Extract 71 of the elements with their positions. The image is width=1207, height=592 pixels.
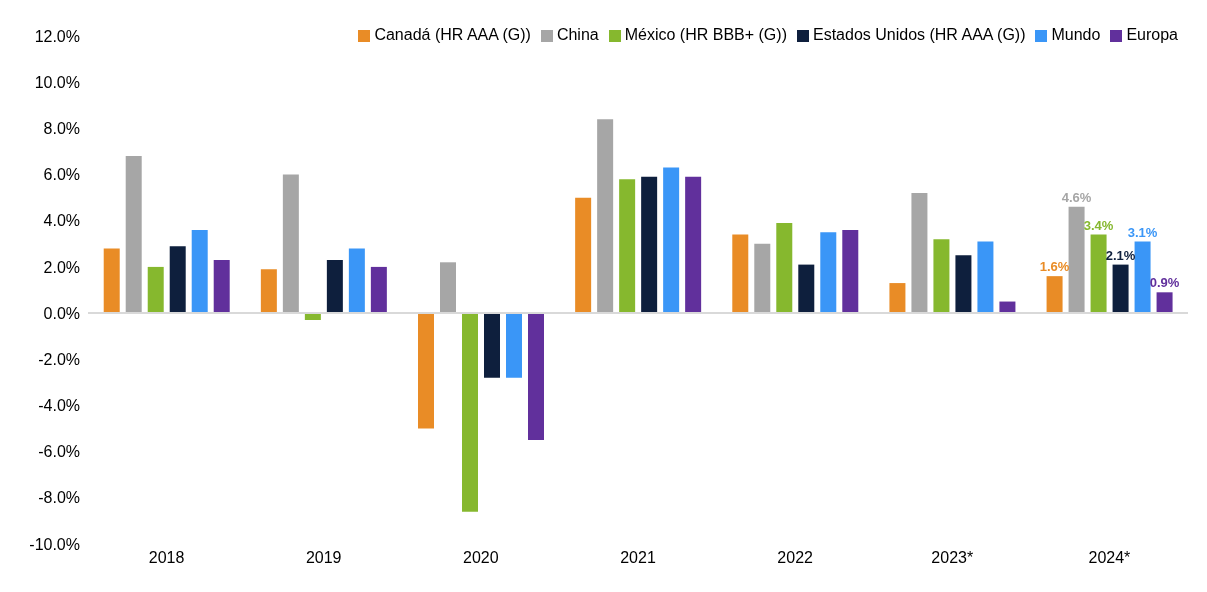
bar bbox=[1134, 241, 1151, 314]
legend-label: Mundo bbox=[1051, 26, 1101, 43]
y-tick-label: 10.0% bbox=[34, 73, 80, 91]
y-tick-label: 0.0% bbox=[43, 304, 80, 322]
bar bbox=[1068, 206, 1085, 314]
bar bbox=[977, 241, 994, 314]
bar bbox=[191, 229, 208, 314]
data-label: 0.9% bbox=[1149, 275, 1180, 291]
bar bbox=[955, 255, 972, 314]
bar bbox=[933, 239, 950, 314]
bar bbox=[213, 259, 230, 314]
y-tick-label: -2.0% bbox=[38, 350, 80, 368]
legend-label: Europa bbox=[1126, 26, 1178, 43]
bar bbox=[528, 313, 544, 441]
bar bbox=[169, 246, 186, 314]
bar bbox=[663, 167, 680, 314]
bar bbox=[506, 313, 522, 378]
data-label: 3.1% bbox=[1127, 224, 1158, 240]
bar bbox=[776, 223, 793, 314]
x-tick-label: 2023* bbox=[931, 549, 974, 567]
y-tick-label: 8.0% bbox=[43, 120, 80, 138]
bar bbox=[685, 176, 702, 314]
bar bbox=[418, 313, 434, 429]
bar bbox=[260, 269, 277, 314]
legend-label: México (HR BBB+ (G)) bbox=[624, 26, 787, 43]
data-label: 1.6% bbox=[1039, 259, 1070, 275]
bar bbox=[575, 197, 592, 314]
legend-label: Estados Unidos (HR AAA (G)) bbox=[812, 26, 1026, 43]
bar bbox=[732, 234, 749, 314]
y-tick-label: -6.0% bbox=[38, 443, 80, 461]
bar bbox=[641, 176, 658, 314]
bar bbox=[820, 232, 837, 314]
bar bbox=[842, 229, 859, 314]
bar bbox=[1112, 264, 1129, 314]
y-tick-label: -4.0% bbox=[38, 397, 80, 415]
bar bbox=[125, 156, 142, 314]
y-tick-label: 6.0% bbox=[43, 166, 80, 184]
x-tick-label: 2022 bbox=[777, 549, 814, 567]
bar bbox=[597, 119, 614, 314]
bar bbox=[798, 264, 815, 314]
bar bbox=[348, 248, 365, 314]
y-tick-label: 12.0% bbox=[34, 27, 80, 45]
bar bbox=[911, 193, 928, 314]
bar bbox=[462, 313, 478, 512]
bar bbox=[754, 243, 771, 314]
bar bbox=[1090, 234, 1107, 314]
x-tick-label: 2019 bbox=[305, 549, 342, 567]
legend-label: China bbox=[556, 26, 599, 43]
data-label: 3.4% bbox=[1083, 217, 1114, 233]
x-tick-label: 2020 bbox=[463, 549, 499, 567]
data-label: 2.1% bbox=[1105, 247, 1136, 263]
bar bbox=[1156, 292, 1173, 314]
bar bbox=[484, 313, 500, 378]
y-tick-label: -10.0% bbox=[29, 535, 80, 553]
x-tick-label: 2021 bbox=[620, 549, 656, 567]
bar bbox=[326, 259, 343, 314]
y-tick-label: 2.0% bbox=[43, 258, 80, 276]
y-tick-label: 4.0% bbox=[43, 212, 80, 230]
bar bbox=[440, 262, 456, 314]
bar bbox=[889, 283, 906, 314]
y-tick-label: -8.0% bbox=[38, 489, 80, 507]
data-label: 4.6% bbox=[1061, 189, 1092, 205]
x-tick-label: 2024* bbox=[1088, 549, 1131, 567]
bar bbox=[370, 266, 387, 314]
legend-label: Canadá (HR AAA (G)) bbox=[374, 26, 531, 43]
bar bbox=[619, 179, 636, 314]
bar bbox=[1046, 276, 1063, 314]
bar bbox=[103, 248, 120, 314]
bar bbox=[147, 266, 164, 314]
x-tick-label: 2018 bbox=[148, 549, 185, 567]
bar bbox=[282, 174, 299, 314]
